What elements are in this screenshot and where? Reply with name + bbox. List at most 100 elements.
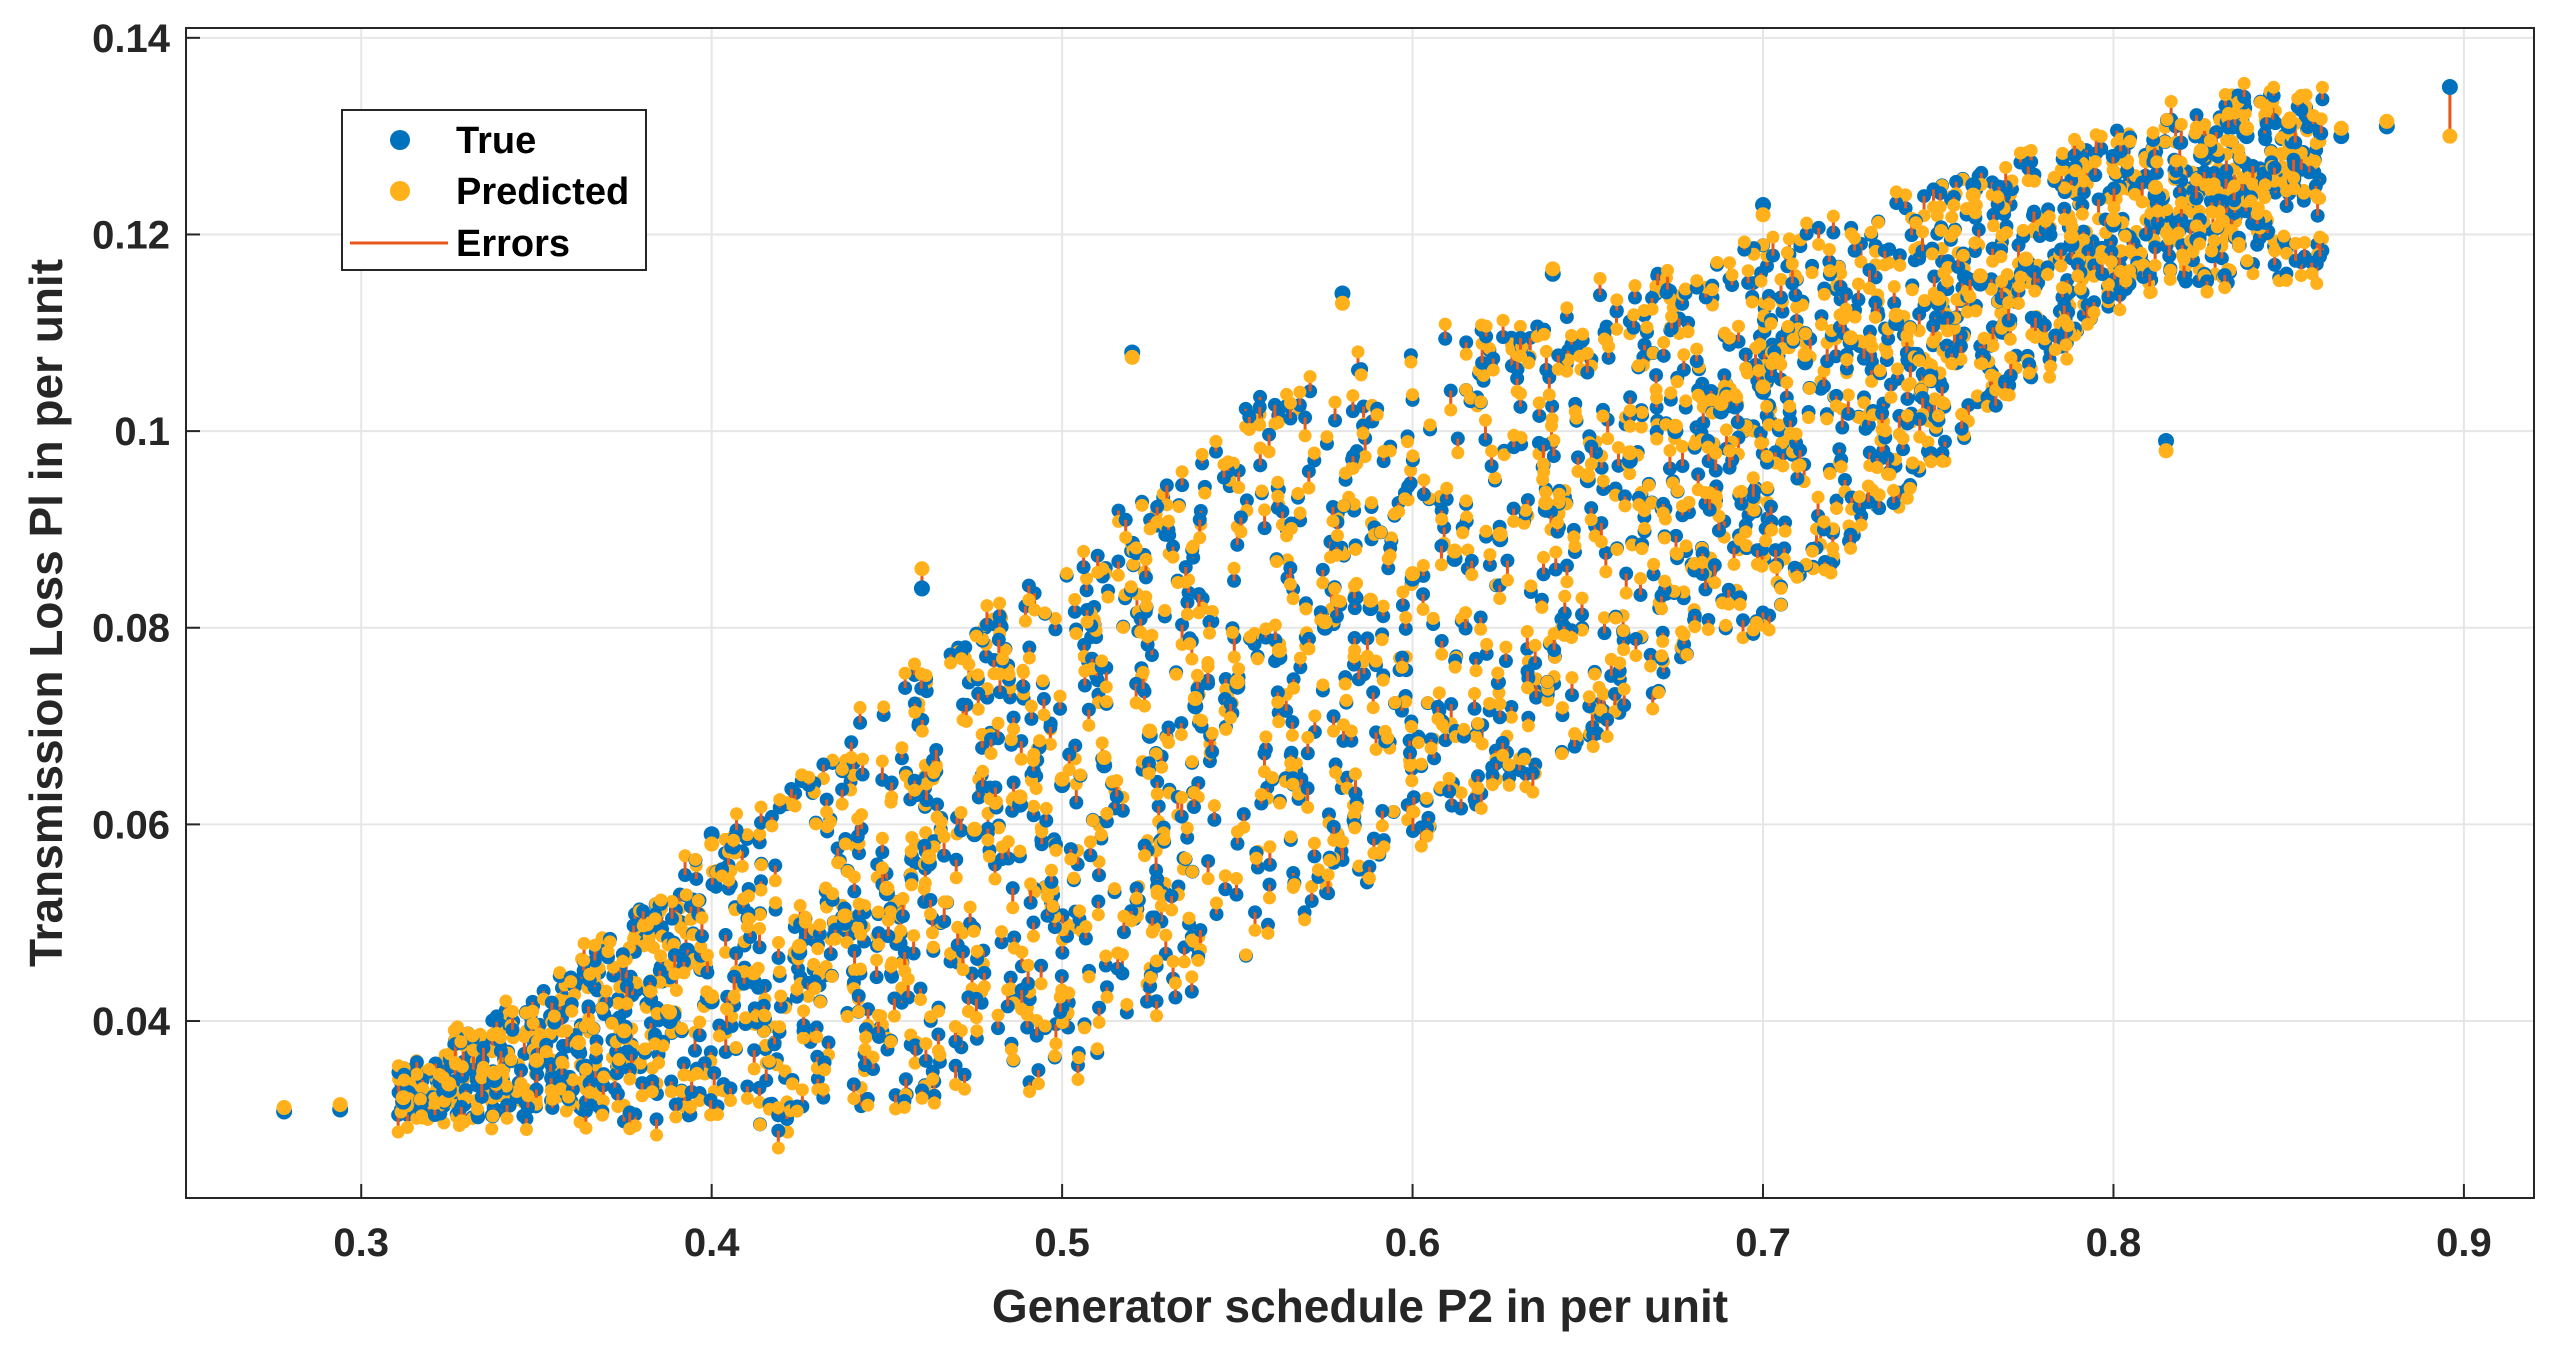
cloud-predicted-point [1202,872,1215,885]
cloud-predicted-point [1329,396,1342,409]
cloud-predicted-point [1560,301,1573,314]
cloud-predicted-point [1555,747,1568,760]
cloud-predicted-point [1006,901,1019,914]
cloud-predicted-point [1961,305,1974,318]
cloud-predicted-point [1678,628,1691,641]
cloud-predicted-point [1151,787,1164,800]
cloud-predicted-point [1460,348,1473,361]
cloud-predicted-point [1766,231,1779,244]
cloud-predicted-point [964,901,977,914]
cloud-predicted-point [1890,185,1903,198]
cloud-predicted-point [1340,694,1353,707]
cloud-predicted-point [1138,849,1151,862]
cloud-predicted-point [1456,526,1469,539]
cloud-predicted-point [1535,601,1548,614]
cloud-predicted-point [1768,352,1781,365]
cloud-predicted-point [1258,503,1271,516]
cloud-predicted-point [1671,375,1684,388]
cloud-predicted-point [1288,878,1301,891]
cloud-predicted-point [1537,551,1550,564]
cloud-predicted-point [1533,396,1546,409]
cloud-predicted-point [1420,830,1433,843]
cloud-predicted-point [1955,408,1968,421]
cloud-predicted-point [692,894,705,907]
cloud-predicted-point [1415,758,1428,771]
cloud-predicted-point [680,888,693,901]
cloud-predicted-point [1431,712,1444,725]
cloud-predicted-point [951,921,964,934]
cloud-predicted-point [1099,950,1112,963]
cloud-predicted-point [1978,332,1991,345]
cloud-predicted-point [650,1128,663,1141]
cloud-predicted-point [1308,446,1321,459]
cloud-predicted-point [1711,256,1724,269]
cloud-predicted-point [1746,295,1759,308]
cloud-predicted-point [1947,199,1960,212]
cloud-predicted-point [1040,802,1053,815]
cloud-predicted-point [996,652,1009,665]
cloud-predicted-point [670,984,683,997]
cloud-predicted-point [1286,729,1299,742]
cloud-predicted-point [1842,389,1855,402]
cloud-predicted-point [1755,275,1768,288]
cloud-predicted-point [1037,708,1050,721]
cloud-predicted-point [907,929,920,942]
cloud-predicted-point [1374,526,1387,539]
cloud-predicted-point [1140,599,1153,612]
cloud-predicted-point [1070,627,1083,640]
cloud-predicted-point [1170,668,1183,681]
cloud-predicted-point [983,850,996,863]
cloud-predicted-point [933,1049,946,1062]
cloud-predicted-point [1208,799,1221,812]
cloud-predicted-point [1071,1073,1084,1086]
cloud-predicted-point [1663,444,1676,457]
cloud-predicted-point [2017,224,2030,237]
cloud-predicted-point [1192,606,1205,619]
cloud-predicted-point [1316,678,1329,691]
cloud-predicted-point [1790,301,1803,314]
cloud-predicted-point [1624,420,1637,433]
cloud-predicted-point [1219,869,1232,882]
cloud-predicted-point [1806,266,1819,279]
cloud-predicted-point [972,703,985,716]
cloud-predicted-point [1185,970,1198,983]
cloud-predicted-point [1112,569,1125,582]
cloud-predicted-point [1155,761,1168,774]
cloud-predicted-point [1263,891,1276,904]
cloud-predicted-point [858,1043,871,1056]
cloud-predicted-point [736,860,749,873]
cloud-predicted-point [851,921,864,934]
cloud-predicted-point [1596,410,1609,423]
cloud-predicted-point [1095,828,1108,841]
cloud-predicted-point [1751,558,1764,571]
cloud-predicted-point [1284,830,1297,843]
cloud-predicted-point [1823,243,1836,256]
cloud-predicted-point [1299,429,1312,442]
cloud-predicted-point [1638,522,1651,535]
cloud-predicted-point [1185,653,1198,666]
cloud-predicted-point [1226,626,1239,639]
cloud-predicted-point [1470,664,1483,677]
cloud-predicted-point [1904,482,1917,495]
cloud-predicted-point [967,925,980,938]
cloud-predicted-point [1137,666,1150,679]
cloud-predicted-point [1690,343,1703,356]
cloud-predicted-point [971,945,984,958]
cloud-predicted-point [895,741,908,754]
cloud-predicted-point [1545,419,1558,432]
cloud-predicted-point [1963,290,1976,303]
cloud-predicted-point [817,1083,830,1096]
cloud-predicted-point [2316,81,2329,94]
cloud-predicted-point [1349,767,1362,780]
cloud-predicted-point [955,806,968,819]
cloud-predicted-point [1181,608,1194,621]
cloud-predicted-point [1599,565,1612,578]
cloud-predicted-point [2055,259,2068,272]
cloud-predicted-point [485,1122,498,1135]
cloud-predicted-point [1249,924,1262,937]
cloud-predicted-point [1439,318,1452,331]
cloud-predicted-point [1377,674,1390,687]
cloud-predicted-point [1228,651,1241,664]
cloud-predicted-point [1676,500,1689,513]
